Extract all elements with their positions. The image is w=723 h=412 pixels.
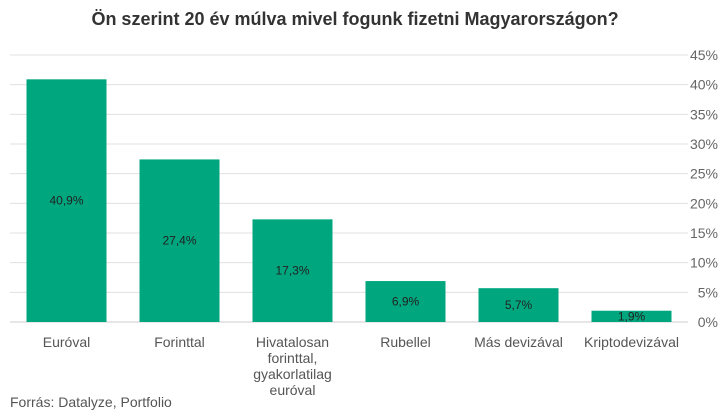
bar-value-label: 5,7% — [505, 298, 533, 312]
y-tick-label: 20% — [690, 195, 718, 211]
x-tick-label: Más devizával — [474, 334, 563, 350]
bar — [139, 159, 220, 322]
y-tick-label: 30% — [690, 136, 718, 152]
y-tick-label: 15% — [690, 225, 718, 241]
x-tick-label: Kriptodevizával — [584, 334, 679, 350]
y-tick-label: 40% — [690, 77, 718, 93]
bar — [478, 288, 559, 322]
value-labels: 40,9% 27,4% 17,3% 6,9% 5,7% 1,9% — [49, 194, 645, 324]
bar-value-label: 17,3% — [275, 264, 309, 278]
x-tick-label-line: Kriptodevizával — [584, 334, 679, 350]
bar — [365, 281, 446, 322]
y-tick-label: 0% — [698, 314, 718, 330]
y-tick-label: 35% — [690, 106, 718, 122]
bar-value-label: 6,9% — [392, 295, 420, 309]
x-tick-label-line: euróval — [270, 382, 316, 398]
bar — [591, 310, 672, 322]
y-tick-label: 5% — [698, 284, 718, 300]
bars — [26, 79, 672, 323]
x-tick-label-line: Más devizával — [474, 334, 563, 350]
x-tick-label: Rubellel — [380, 334, 431, 350]
chart-title: Ön szerint 20 év múlva mivel fogunk fize… — [91, 9, 618, 29]
y-tick-label: 25% — [690, 166, 718, 182]
x-axis-labels: Euróval Forinttal Hivatalosan forinttal, gya… — [43, 334, 679, 398]
y-tick-label: 10% — [690, 255, 718, 271]
x-tick-label-line: Rubellel — [380, 334, 431, 350]
x-tick-label: Forinttal — [154, 334, 205, 350]
x-tick-label-line: Forinttal — [154, 334, 205, 350]
y-axis: 0% 5% 10% 15% 20% 25% 30% 35% 40% 45% — [690, 47, 718, 330]
bar-value-label: 27,4% — [162, 234, 196, 248]
bar — [252, 219, 333, 322]
x-tick-label: Hivatalosan forinttal, gyakorlatilag euróva… — [253, 334, 332, 398]
bar-value-label: 1,9% — [618, 309, 646, 323]
x-tick-label: Euróval — [43, 334, 90, 350]
source-note: Forrás: Datalyze, Portfolio — [10, 394, 172, 410]
y-tick-label: 45% — [690, 47, 718, 63]
x-tick-label-line: Euróval — [43, 334, 90, 350]
bar-value-label: 40,9% — [49, 194, 83, 208]
gridlines — [10, 54, 688, 323]
bar — [26, 79, 107, 323]
x-tick-label-line: gyakorlatilag — [253, 366, 332, 382]
x-tick-label-line: Hivatalosan — [256, 334, 329, 350]
x-tick-label-line: forinttal, — [268, 350, 318, 366]
